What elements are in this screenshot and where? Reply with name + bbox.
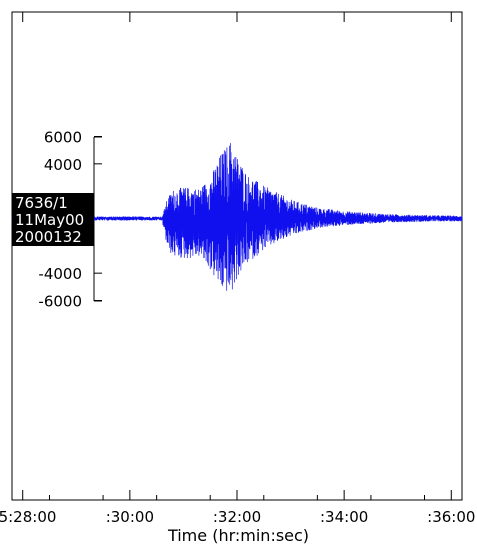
y-axis-ticks: 6000 4000 -4000 -6000	[38, 129, 102, 311]
x-tick-label: :36:00	[427, 508, 475, 526]
x-tick-label: :34:00	[320, 508, 368, 526]
x-axis-ticks: 15:28:00 :30:00 :32:00 :34:00 :36:00	[0, 12, 475, 526]
x-tick-label: :30:00	[106, 508, 154, 526]
y-tick-label: 6000	[44, 129, 82, 147]
x-axis-title: Time (hr:min:sec)	[167, 526, 310, 545]
y-tick-label: 4000	[44, 156, 82, 174]
station-julian-day: 2000132	[15, 228, 82, 246]
y-tick-label: -4000	[38, 265, 82, 283]
x-tick-label: 15:28:00	[0, 508, 56, 526]
x-tick-label: :32:00	[213, 508, 261, 526]
station-label: 7636/1 11May00 2000132	[12, 193, 94, 246]
station-date: 11May00	[15, 211, 85, 229]
y-tick-label: -6000	[38, 293, 82, 311]
station-id: 7636/1	[15, 194, 68, 212]
plot-frame	[11, 11, 463, 501]
